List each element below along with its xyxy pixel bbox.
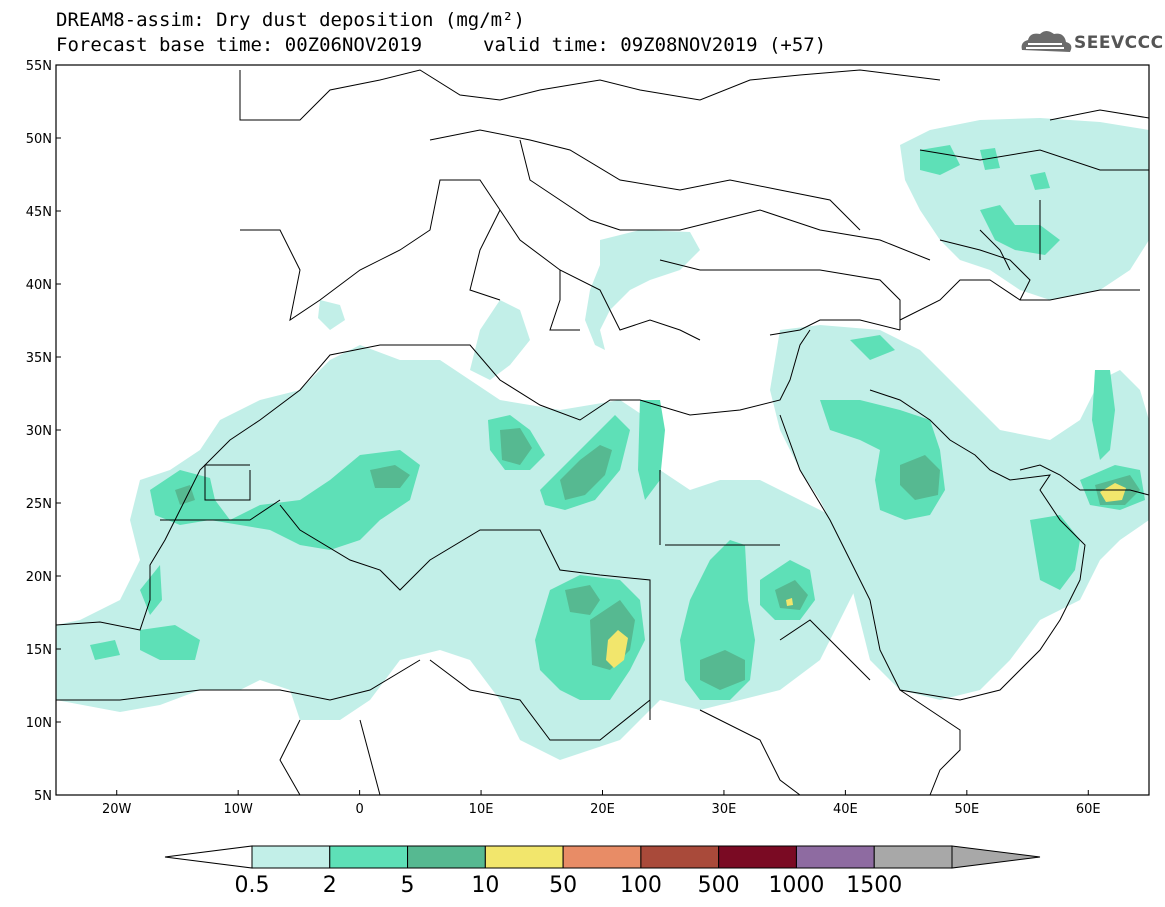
colorbar-high-triangle <box>951 845 1041 869</box>
colorbar-segment <box>329 845 409 869</box>
lat-label: 5N <box>34 789 52 804</box>
colorbar-label: 2 <box>323 873 337 898</box>
logo-text: SEEVCCC <box>1074 33 1164 53</box>
colorbar-label: 0.5 <box>235 873 270 898</box>
valid-time: valid time: 09Z08NOV2019 (+57) <box>483 34 827 56</box>
lat-label: 40N <box>26 278 52 293</box>
lat-label: 50N <box>26 132 52 147</box>
lat-label: 25N <box>26 497 52 512</box>
lon-label: 50E <box>954 802 979 817</box>
colorbar-segment <box>795 845 875 869</box>
cloud-logo-icon <box>1021 31 1072 52</box>
lon-label: 30E <box>712 802 737 817</box>
lon-label: 0 <box>355 802 363 817</box>
lat-label: 10N <box>26 716 52 731</box>
colorbar-label: 1500 <box>846 873 902 898</box>
colorbar-segment <box>251 845 331 869</box>
coastlines <box>56 69 1149 795</box>
colorbar-segment <box>640 845 720 869</box>
colorbar-label: 10 <box>471 873 499 898</box>
lat-label: 30N <box>26 424 52 439</box>
colorbar-label: 50 <box>549 873 577 898</box>
longitude-ticks: 20W 10W 0 10E 20E 30E 40E 50E 60E <box>102 790 1101 817</box>
colorbar-label: 5 <box>401 873 415 898</box>
lon-label: 40E <box>833 802 858 817</box>
colorbar-segment <box>873 845 953 869</box>
lon-label: 60E <box>1076 802 1101 817</box>
lon-label: 20W <box>102 802 132 817</box>
map-title: DREAM8-assim: Dry dust deposition (mg/m²… <box>56 9 525 31</box>
colorbar-segment <box>407 845 486 869</box>
colorbar-label: 1000 <box>768 873 824 898</box>
lat-label: 45N <box>26 205 52 220</box>
colorbar-segment <box>562 845 642 869</box>
lat-label: 15N <box>26 643 52 658</box>
lat-label: 55N <box>26 59 52 74</box>
lon-label: 20E <box>590 802 615 817</box>
lon-label: 10W <box>223 802 253 817</box>
lat-label: 20N <box>26 570 52 585</box>
colorbar-label: 500 <box>698 873 740 898</box>
colorbar-legend: 0.5 2 5 10 50 100 500 1000 1500 <box>164 845 1041 898</box>
forecast-base-time: Forecast base time: 00Z06NOV2019 <box>56 34 423 56</box>
lon-label: 10E <box>469 802 494 817</box>
colorbar-low-triangle <box>164 845 253 869</box>
deposition-shading <box>56 118 1149 760</box>
latitude-ticks: 55N 50N 45N 40N 35N 30N 25N 20N 15N 10N 5N <box>26 59 61 804</box>
colorbar-segment <box>718 845 797 869</box>
colorbar-segment <box>484 845 564 869</box>
colorbar-label: 100 <box>620 873 662 898</box>
lat-label: 35N <box>26 351 52 366</box>
